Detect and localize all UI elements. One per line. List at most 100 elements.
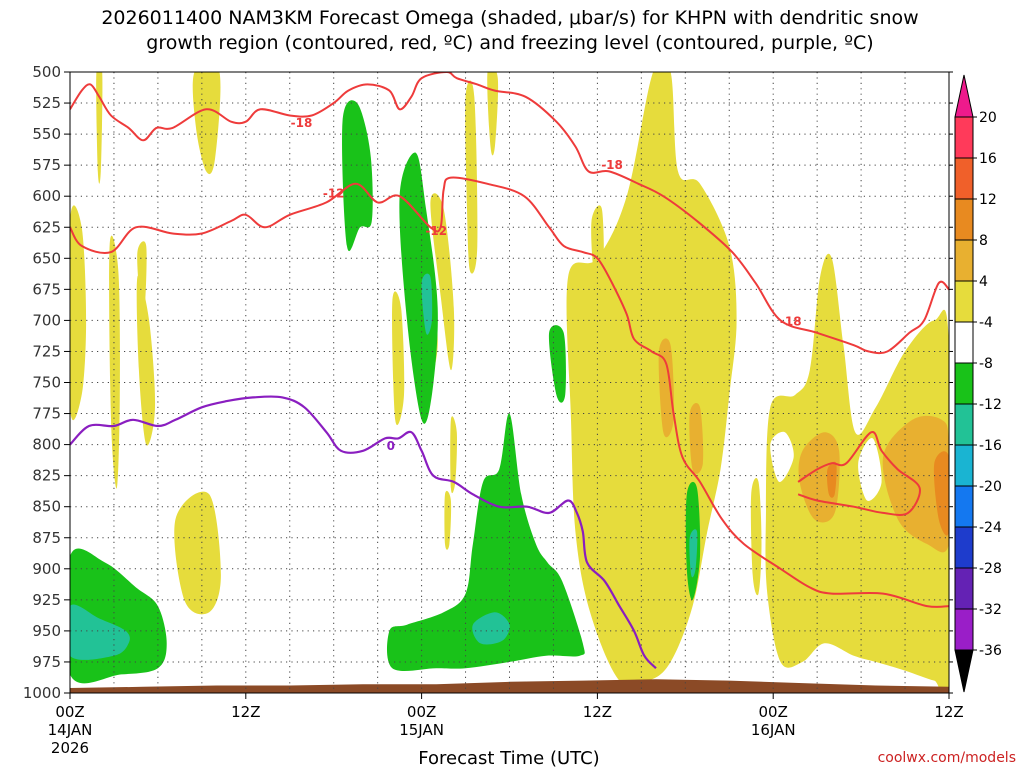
colorbar-label-0: 20 bbox=[979, 110, 997, 126]
omega-region-22 bbox=[882, 415, 949, 553]
y-tick-label-525: 525 bbox=[32, 94, 61, 112]
omega-region-25 bbox=[770, 431, 794, 483]
omega-region-2 bbox=[109, 235, 120, 489]
colorbar-label-11: -28 bbox=[979, 561, 1002, 577]
y-tick-label-1000: 1000 bbox=[23, 684, 61, 702]
colorbar-label-12: -32 bbox=[979, 602, 1002, 618]
omega-region-13 bbox=[465, 80, 478, 274]
colorbar-label-7: -12 bbox=[979, 397, 1002, 413]
colorbar-label-6: -8 bbox=[979, 356, 993, 372]
colorbar: 20 16 12 8 4 -4 -8 -12 -16 -20 -24 -28 -32 -36 bbox=[954, 74, 1002, 693]
x-tick-date-2: 15JAN bbox=[399, 721, 444, 739]
colorbar-label-5: -4 bbox=[979, 315, 993, 331]
colorbar-segment-8 bbox=[954, 444, 974, 487]
omega-region-23 bbox=[826, 461, 837, 498]
x-tick-year-0: 2026 bbox=[51, 739, 89, 757]
y-tick-label-825: 825 bbox=[32, 467, 61, 485]
x-tick-date-4: 16JAN bbox=[751, 721, 796, 739]
omega-region-17 bbox=[750, 477, 762, 596]
colorbar-label-13: -36 bbox=[979, 643, 1002, 659]
y-tick-label-625: 625 bbox=[32, 218, 61, 236]
dendritic-contour--18-2 bbox=[797, 431, 921, 516]
omega-region-21 bbox=[798, 432, 840, 523]
x-tick-label-3: 12Z bbox=[583, 703, 612, 721]
y-tick-label-675: 675 bbox=[32, 280, 61, 298]
credit-text: coolwx.com/models bbox=[878, 750, 1016, 766]
colorbar-segment-12 bbox=[954, 608, 974, 651]
omega-region-16 bbox=[566, 72, 737, 687]
omega-region-12 bbox=[444, 490, 452, 550]
freezing-label-0: 0 bbox=[387, 439, 395, 453]
colorbar-segment-2 bbox=[954, 198, 974, 241]
omega-region-19 bbox=[658, 338, 674, 438]
freezing-level-contour bbox=[70, 395, 657, 669]
colorbar-label-2: 12 bbox=[979, 192, 997, 208]
dendritic-label-2: -18 bbox=[601, 158, 623, 172]
dendritic-contour--18-1 bbox=[70, 72, 949, 355]
y-tick-label-900: 900 bbox=[32, 560, 61, 578]
chart-title-line2: growth region (contoured, red, ºC) and f… bbox=[146, 32, 873, 54]
y-axis: 500 525 550 575 600 625 650 675 700 725 750 775 800 8… bbox=[23, 63, 953, 702]
colorbar-segment-1 bbox=[954, 157, 974, 200]
omega-shading bbox=[70, 72, 949, 693]
temperature-contours bbox=[70, 72, 949, 669]
x-tick-date-0: 14JAN bbox=[48, 721, 93, 739]
omega-region-14 bbox=[487, 72, 499, 156]
colorbar-segment-0 bbox=[954, 116, 974, 159]
omega-region-10 bbox=[430, 193, 455, 371]
colorbar-segment-7 bbox=[954, 403, 974, 446]
colorbar-label-4: 4 bbox=[979, 274, 988, 290]
dendritic-label-1: -12 bbox=[323, 187, 345, 201]
omega-region-5 bbox=[137, 241, 147, 313]
y-tick-label-750: 750 bbox=[32, 374, 61, 392]
y-tick-label-925: 925 bbox=[32, 591, 61, 609]
y-tick-label-575: 575 bbox=[32, 156, 61, 174]
x-axis-label: Forecast Time (UTC) bbox=[418, 748, 599, 768]
dendritic-contour--12-0 bbox=[70, 176, 949, 608]
omega-region-0 bbox=[70, 205, 87, 421]
omega-region-8 bbox=[392, 291, 405, 426]
colorbar-top-arrow bbox=[954, 74, 974, 118]
y-tick-label-600: 600 bbox=[32, 187, 61, 205]
omega-region-29 bbox=[548, 325, 566, 403]
colorbar-label-8: -16 bbox=[979, 438, 1002, 454]
colorbar-segment-5 bbox=[954, 321, 974, 364]
y-tick-label-950: 950 bbox=[32, 622, 61, 640]
colorbar-label-9: -20 bbox=[979, 479, 1002, 495]
omega-region-18 bbox=[765, 253, 949, 693]
y-tick-label-650: 650 bbox=[32, 249, 61, 267]
colorbar-label-10: -24 bbox=[979, 520, 1002, 536]
omega-region-36 bbox=[689, 529, 698, 578]
y-tick-label-850: 850 bbox=[32, 498, 61, 516]
colorbar-segment-9 bbox=[954, 485, 974, 528]
colorbar-bottom-arrow bbox=[954, 649, 974, 693]
x-tick-label-5: 12Z bbox=[934, 703, 963, 721]
omega-region-11 bbox=[450, 416, 458, 494]
contour-labels: -18 -12 -18 -18 -12 0 bbox=[291, 116, 802, 453]
colorbar-segment-10 bbox=[954, 526, 974, 569]
omega-region-24 bbox=[933, 451, 949, 536]
x-tick-label-0: 00Z bbox=[55, 703, 84, 721]
x-tick-label-1: 12Z bbox=[231, 703, 260, 721]
dendritic-label-3: -18 bbox=[780, 315, 802, 329]
y-tick-label-725: 725 bbox=[32, 342, 61, 360]
omega-region-6 bbox=[192, 72, 221, 175]
dendritic-label-0: -18 bbox=[291, 116, 313, 130]
dendritic-label-4: -12 bbox=[425, 224, 447, 238]
colorbar-segment-6 bbox=[954, 362, 974, 405]
y-tick-label-975: 975 bbox=[32, 653, 61, 671]
omega-region-4 bbox=[140, 343, 152, 397]
y-tick-label-775: 775 bbox=[32, 405, 61, 423]
omega-region-27 bbox=[342, 100, 373, 252]
colorbar-segment-4 bbox=[954, 280, 974, 323]
colorbar-label-1: 16 bbox=[979, 151, 997, 167]
y-tick-label-875: 875 bbox=[32, 529, 61, 547]
y-tick-label-550: 550 bbox=[32, 125, 61, 143]
x-tick-label-4: 00Z bbox=[759, 703, 788, 721]
chart-title-line1: 2026011400 NAM3KM Forecast Omega (shaded… bbox=[101, 7, 918, 29]
colorbar-label-3: 8 bbox=[979, 233, 988, 249]
omega-region-35 bbox=[472, 612, 510, 645]
x-tick-label-2: 00Z bbox=[407, 703, 436, 721]
